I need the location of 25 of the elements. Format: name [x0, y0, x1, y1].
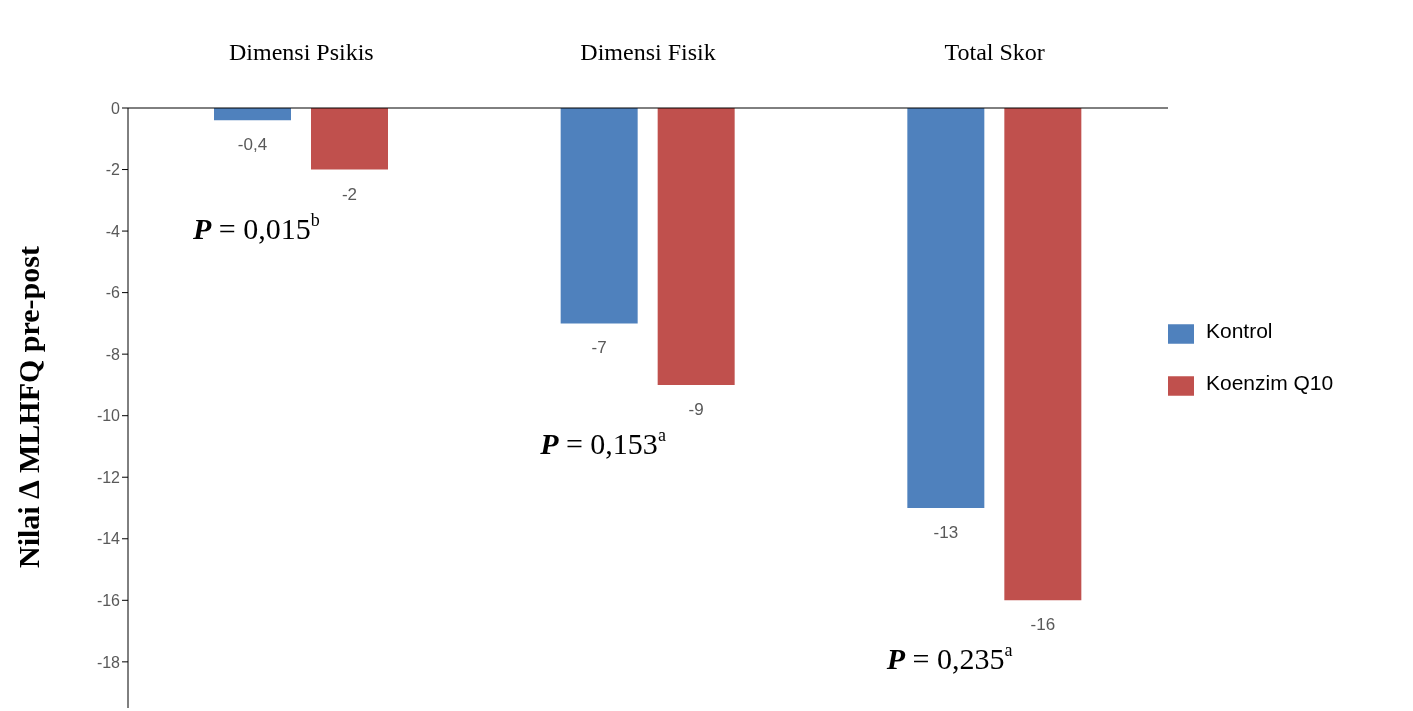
data-label: -7 — [591, 338, 607, 358]
y-tick-label: -6 — [105, 284, 121, 302]
legend-label: Kontrol — [1206, 319, 1273, 342]
y-tick-label: -10 — [96, 407, 121, 425]
y-tick-label: -4 — [105, 222, 121, 240]
y-tick-label: -14 — [96, 530, 121, 548]
y-tick-label: -16 — [96, 591, 121, 609]
y-tick-label: 0 — [111, 99, 121, 117]
data-label: -2 — [341, 184, 358, 204]
legend-label: Koenzim Q10 — [1206, 371, 1334, 394]
data-label: -13 — [933, 523, 959, 542]
y-axis-title: Nilai ∆ MLHFQ pre-post — [11, 246, 45, 568]
x-tick-label: Dimensi Fisik — [580, 39, 716, 65]
x-tick-label: Total Skor — [944, 39, 1045, 65]
y-tick-label: -2 — [105, 161, 121, 179]
x-tick-label: Dimensi Psikis — [228, 39, 374, 65]
data-label: -16 — [1030, 615, 1056, 635]
data-label: -9 — [688, 399, 704, 419]
y-tick-label: -8 — [105, 345, 121, 363]
annotation: P = 0,235$^{a}$ — [885, 640, 1013, 676]
data-label: -0,4 — [237, 135, 268, 155]
annotation: P = 0,015$^{b}$ — [191, 209, 320, 245]
y-tick-label: -18 — [96, 653, 121, 671]
y-tick-label: -12 — [96, 468, 121, 486]
annotation: P = 0,153$^{a}$ — [539, 425, 666, 460]
